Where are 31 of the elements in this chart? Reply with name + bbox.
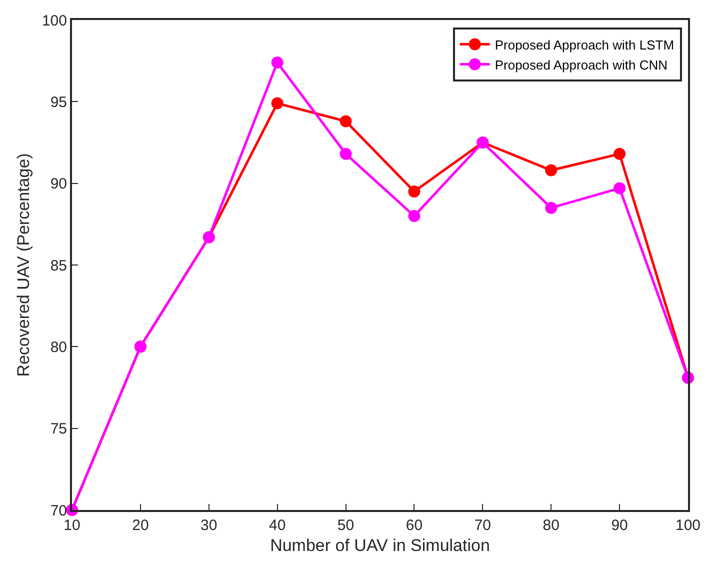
y-tick-label: 70 — [50, 502, 67, 520]
x-tick-label: 80 — [542, 517, 560, 534]
point — [545, 202, 558, 214]
y-tick-label: 85 — [50, 257, 67, 274]
y-tick-label: 100 — [42, 12, 67, 30]
y-tick-label: 80 — [50, 338, 67, 356]
x-tick-label: 20 — [132, 517, 149, 534]
x-tick-label: 50 — [337, 517, 354, 534]
y-tick-label: 95 — [50, 94, 67, 111]
x-tick-label: 60 — [406, 517, 423, 534]
x-tick-label: 10 — [64, 517, 80, 534]
x-tick-label: 30 — [200, 517, 218, 534]
y-tick-label: 90 — [50, 176, 67, 193]
point — [408, 210, 420, 222]
point — [340, 115, 352, 128]
point — [271, 56, 284, 68]
point — [545, 164, 558, 176]
point — [614, 182, 626, 194]
x-tick-label: 70 — [474, 517, 492, 534]
x-tick-label: 100 — [675, 517, 701, 534]
point — [408, 186, 420, 198]
point — [271, 97, 284, 110]
legend-label: Proposed Approach with LSTM — [494, 37, 674, 52]
legend-label: Proposed Approach with CNN — [494, 57, 668, 72]
point — [614, 148, 626, 160]
point — [340, 148, 352, 160]
x-tick-label: 40 — [268, 517, 286, 534]
y-axis-title: Recovered UAV (Percentage) — [14, 153, 34, 377]
x-tick-label: 90 — [611, 517, 628, 534]
x-axis-title: Number of UAV in Simulation — [270, 536, 490, 555]
y-tick-label: 75 — [50, 420, 67, 438]
